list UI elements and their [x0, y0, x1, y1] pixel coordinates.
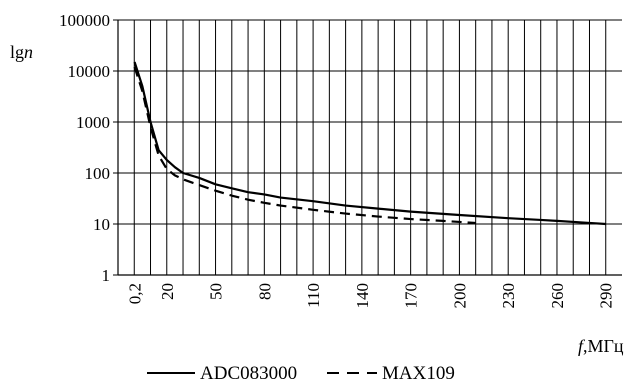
x-axis-label: f,МГц: [578, 336, 624, 356]
x-axis-tick-labels: 0,2 20 50 80 110 140 170 200 230 260 290: [126, 283, 616, 309]
y-tick-label: 1000: [76, 113, 110, 132]
grid: [118, 19, 622, 276]
x-tick-label: 290: [597, 283, 616, 309]
x-tick-label: 200: [450, 283, 469, 309]
x-tick-label: 110: [304, 283, 323, 308]
x-tick-label: 140: [353, 283, 372, 309]
y-tick-label: 10: [93, 215, 110, 234]
plot-area: [113, 19, 622, 276]
x-tick-label: 0,2: [126, 283, 145, 304]
series-line-max109: [133, 66, 476, 225]
legend-label-max109: MAX109: [382, 363, 455, 380]
y-axis-label: lgn: [10, 42, 33, 62]
x-tick-label: 230: [499, 283, 518, 309]
x-tick-label: 260: [548, 283, 567, 309]
y-tick-label: 10000: [68, 62, 111, 81]
y-axis-tick-labels: 1 10 100 1000 10000 100000: [59, 11, 110, 285]
legend-label-adc083000: ADC083000: [200, 363, 297, 380]
x-tick-label: 170: [402, 283, 421, 309]
y-tick-label: 100: [85, 164, 111, 183]
legend: ADC083000 MAX109: [147, 363, 455, 380]
y-tick-label: 100000: [59, 11, 110, 30]
series-layer: [133, 61, 606, 226]
x-tick-label: 50: [207, 283, 226, 300]
x-tick-label: 80: [255, 283, 274, 300]
x-tick-label: 20: [158, 283, 177, 300]
series-line-adc083000: [133, 61, 606, 226]
y-tick-label: 1: [102, 266, 111, 285]
